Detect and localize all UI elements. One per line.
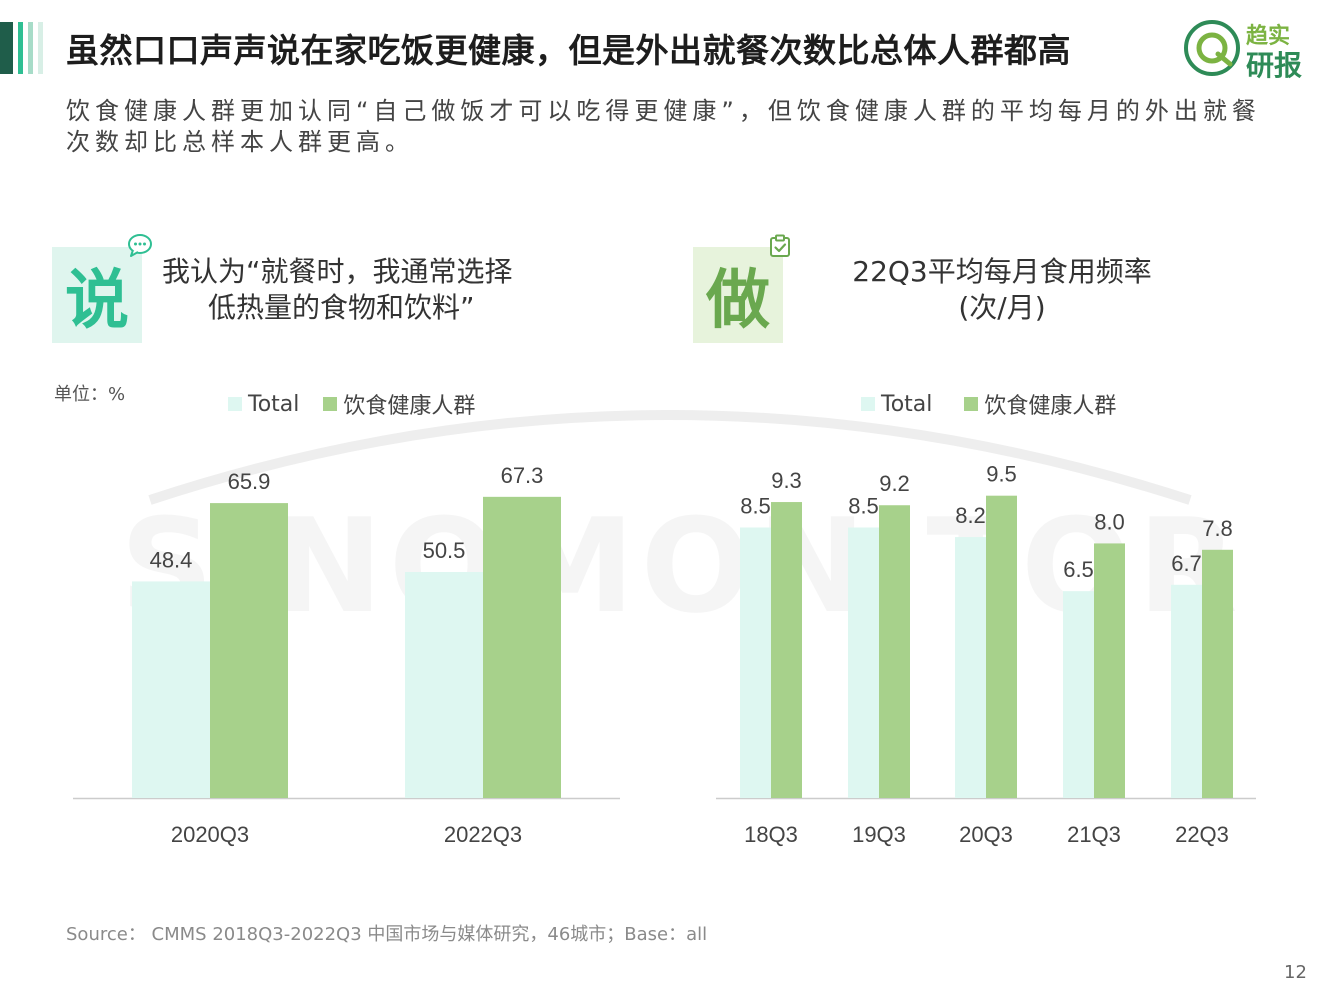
legend-label-total: Total [248, 391, 300, 417]
legend-label-total: Total [881, 391, 933, 417]
bar-healthy [771, 502, 802, 798]
legend-swatch-healthy [323, 397, 338, 411]
bar-healthy [1094, 543, 1125, 798]
bar-healthy [879, 505, 910, 798]
clipboard-check-icon [770, 234, 790, 257]
legend-item-total: Total [228, 392, 299, 417]
data-label: 9.2 [879, 471, 910, 496]
bar-total [740, 527, 771, 798]
left-panel-title-line1: 我认为“就餐时，我通常选择 [162, 255, 513, 288]
brand-logo: 趋实 研报 [1182, 18, 1322, 82]
page-number: 12 [1284, 962, 1307, 983]
x-tick-label: 21Q3 [1067, 822, 1121, 847]
bar-total [405, 572, 483, 798]
say-badge: 说 [52, 247, 142, 343]
header-decoration [0, 22, 48, 74]
legend-item-total: Total [861, 392, 932, 417]
bar-total [1171, 584, 1202, 798]
bar-total [132, 581, 210, 798]
data-label: 67.3 [501, 463, 544, 488]
do-badge: 做 [693, 247, 783, 343]
bar-healthy [210, 503, 288, 798]
legend-item-healthy: 饮食健康人群 [323, 388, 475, 420]
legend-item-healthy: 饮食健康人群 [964, 388, 1116, 420]
bar-total [848, 527, 879, 798]
x-tick-label: 22Q3 [1175, 822, 1229, 847]
left-legend: Total 饮食健康人群 [228, 388, 499, 420]
right-panel-title-line1: 22Q3平均每月食用频率 [852, 255, 1152, 288]
right-legend: Total 饮食健康人群 [861, 388, 1140, 420]
legend-label-healthy: 饮食健康人群 [343, 394, 476, 419]
x-tick-label: 20Q3 [959, 822, 1013, 847]
right-panel-title-line2: (次/月) [958, 291, 1046, 324]
bar-total [1063, 591, 1094, 798]
data-label: 8.5 [848, 494, 879, 519]
data-label: 48.4 [150, 547, 193, 572]
data-label: 7.8 [1202, 516, 1233, 541]
bar-healthy [483, 496, 561, 798]
data-label: 9.3 [771, 468, 802, 493]
x-tick-label: 2022Q3 [444, 822, 522, 847]
watermark-arc [148, 410, 1192, 505]
data-label: 65.9 [228, 469, 271, 494]
data-label: 8.2 [955, 503, 986, 528]
source-note: Source： CMMS 2018Q3-2022Q3 中国市场与媒体研究，46城… [66, 924, 708, 945]
logo-text-line1: 趋实 [1246, 24, 1291, 49]
bar-healthy [986, 495, 1017, 798]
bar-total [955, 537, 986, 798]
bar-healthy [1202, 549, 1233, 798]
legend-swatch-total [228, 397, 242, 411]
subtitle: 饮食健康人群更加认同“自己做饭才可以吃得更健康”，但饮食健康人群的平均每月的外出… [66, 97, 1261, 156]
legend-swatch-healthy [964, 397, 979, 411]
logo-text-line2: 研报 [1246, 49, 1303, 82]
data-label: 6.7 [1171, 551, 1202, 576]
left-panel-title-line2: 低热量的食物和饮料” [208, 291, 475, 324]
data-label: 9.5 [986, 462, 1017, 487]
x-tick-label: 19Q3 [852, 822, 906, 847]
data-label: 6.5 [1063, 557, 1094, 582]
data-label: 50.5 [423, 538, 466, 563]
x-tick-label: 2020Q3 [171, 822, 249, 847]
data-label: 8.5 [740, 494, 771, 519]
page-title: 虽然口口声声说在家吃饭更健康，但是外出就餐次数比总体人群都高 [66, 31, 1071, 70]
q-circle-logo-icon [1184, 20, 1240, 76]
legend-swatch-total [861, 397, 875, 411]
legend-label-healthy: 饮食健康人群 [984, 394, 1117, 419]
x-tick-label: 18Q3 [744, 822, 798, 847]
data-label: 8.0 [1094, 509, 1125, 534]
speech-bubble-icon [128, 234, 152, 257]
unit-label: 单位：% [54, 384, 126, 405]
